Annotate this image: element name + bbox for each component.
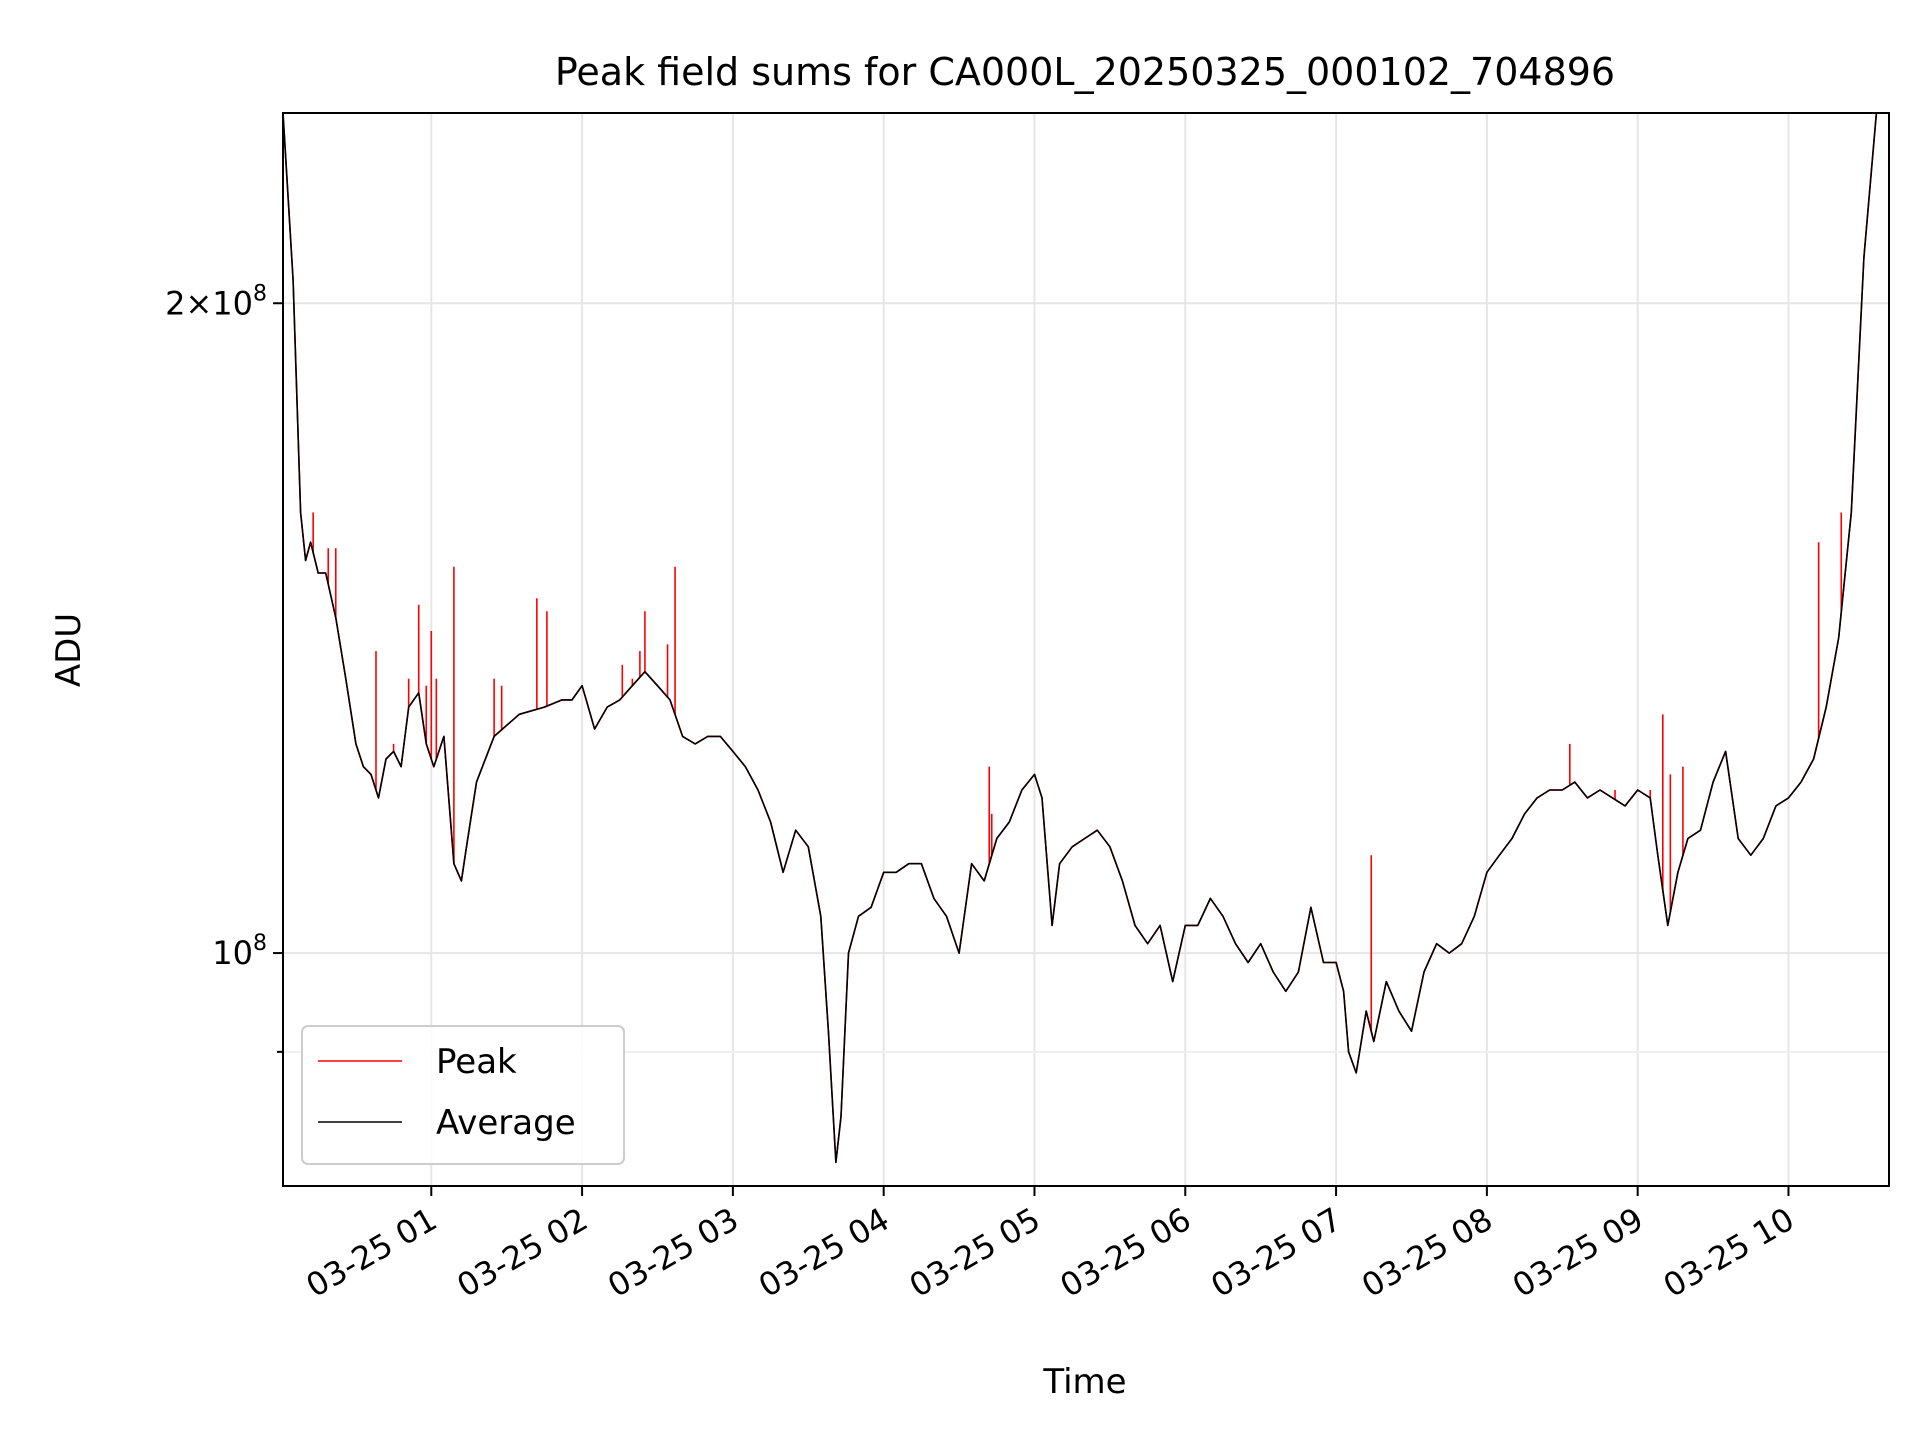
legend-label-average: Average	[436, 1103, 576, 1143]
x-axis-label: Time	[1042, 1362, 1126, 1402]
y-tick-label: 2×108	[165, 281, 267, 322]
y-tick-label: 108	[212, 931, 267, 972]
plot-frame	[282, 112, 1890, 1187]
legend-label-peak: Peak	[436, 1042, 517, 1082]
y-axis-ticks: 108 2×108	[165, 281, 283, 1053]
average-line	[282, 112, 1889, 1164]
chart-title: Peak field sums for CA000L_20250325_0001…	[555, 50, 1615, 94]
legend: Peak Average	[301, 1025, 625, 1165]
grid	[283, 113, 1889, 1186]
y-axis-label: ADU	[49, 613, 89, 687]
series-average	[282, 112, 1889, 1164]
